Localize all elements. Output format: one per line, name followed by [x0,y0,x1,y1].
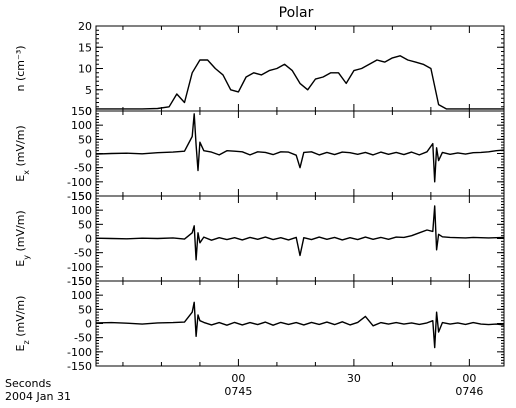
y-tick-label: 50 [78,133,92,146]
series-line-ez [95,301,505,349]
y-axis-label-n: n (cm⁻³) [14,45,27,91]
panel-n: 0 5 10 15 20 n (cm⁻³) [14,20,505,118]
y-tick-label: 15 [78,41,92,54]
y-tick-label: 100 [71,119,92,132]
y-tick-label: -150 [67,360,92,373]
y-axis-label-ey: Ey (mV/m) [14,210,31,266]
y-axis-label-ex: Ex (mV/m) [14,125,31,181]
y-tick-label: -50 [74,332,92,345]
y-tick-label: 150 [71,275,92,288]
y-tick-label: -150 [67,275,92,288]
x-axis-corner-label-date: 2004 Jan 31 [5,390,71,403]
y-tick-label: 10 [78,63,92,76]
y-tick-label: -100 [67,176,92,189]
panel-ex-frame [95,110,505,197]
chart-title: Polar [279,5,314,21]
y-tick-label: -100 [67,261,92,274]
series-line-ex [95,113,505,183]
x-tick-label: 00 [462,372,476,385]
y-tick-label: 0 [85,318,92,331]
y-tick-label: 20 [78,20,92,33]
y-tick-label: 50 [78,218,92,231]
y-tick-label: -150 [67,190,92,203]
y-tick-label: 0 [85,233,92,246]
x-tick-label-hour: 0745 [224,385,252,398]
series-line-n [96,55,504,110]
y-tick-label: -50 [74,247,92,260]
series-line-ey [95,205,505,261]
x-tick-label: 00 [231,372,245,385]
x-tick-label-hour: 0746 [455,385,483,398]
y-tick-label: 0 [85,148,92,161]
y-tick-label: 50 [78,303,92,316]
y-tick-label: 100 [71,289,92,302]
y-tick-label: 100 [71,204,92,217]
panel-n-frame [95,25,505,112]
y-tick-label: 0 [85,105,92,118]
y-tick-label: 150 [71,105,92,118]
y-tick-label: 5 [85,84,92,97]
y-tick-label: -50 [74,162,92,175]
y-tick-label: 150 [71,190,92,203]
x-axis-corner-label-seconds: Seconds [5,377,51,390]
y-axis-label-ez: Ez (mV/m) [14,296,31,352]
x-tick-label: 30 [347,372,361,385]
y-tick-label: -100 [67,346,92,359]
